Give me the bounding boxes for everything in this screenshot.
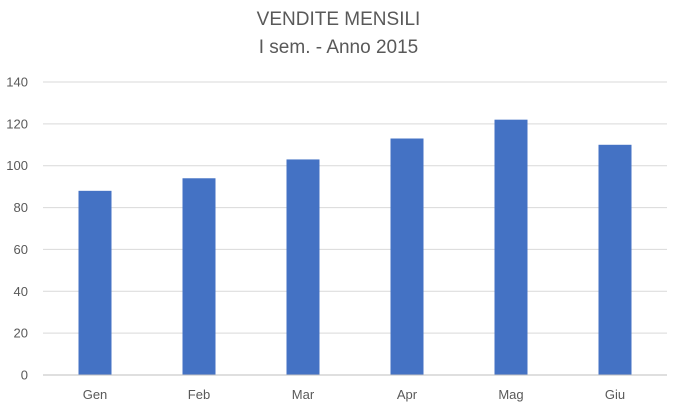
- y-tick-label: 120: [6, 116, 28, 131]
- bar-mag: [494, 119, 528, 376]
- y-tick-label: 80: [14, 200, 28, 215]
- bar-gen: [78, 190, 112, 375]
- y-tick-label: 60: [14, 242, 28, 257]
- x-tick-label: Apr: [397, 387, 418, 402]
- bar-mar: [286, 159, 320, 375]
- bar-apr: [390, 138, 424, 375]
- y-tick-label: 100: [6, 158, 28, 173]
- y-tick-label: 40: [14, 284, 28, 299]
- x-tick-label: Gen: [83, 387, 108, 402]
- bar-giu: [598, 144, 632, 375]
- y-tick-labels: 0 20 40 60 80 100 120 140: [6, 75, 28, 383]
- gridlines: [43, 81, 667, 334]
- x-tick-label: Mar: [292, 387, 315, 402]
- x-tick-label: Giu: [605, 387, 625, 402]
- chart-title: VENDITE MENSILI: [256, 9, 421, 30]
- chart-subtitle: I sem. - Anno 2015: [258, 37, 419, 58]
- x-tick-labels: Gen Feb Mar Apr Mag Giu: [83, 387, 625, 402]
- y-tick-label: 0: [21, 368, 28, 383]
- x-tick-label: Feb: [188, 387, 210, 402]
- y-tick-label: 20: [14, 326, 28, 341]
- bars: [78, 119, 632, 376]
- bar-feb: [182, 178, 216, 375]
- x-tick-label: Mag: [498, 387, 523, 402]
- y-tick-label: 140: [6, 75, 28, 90]
